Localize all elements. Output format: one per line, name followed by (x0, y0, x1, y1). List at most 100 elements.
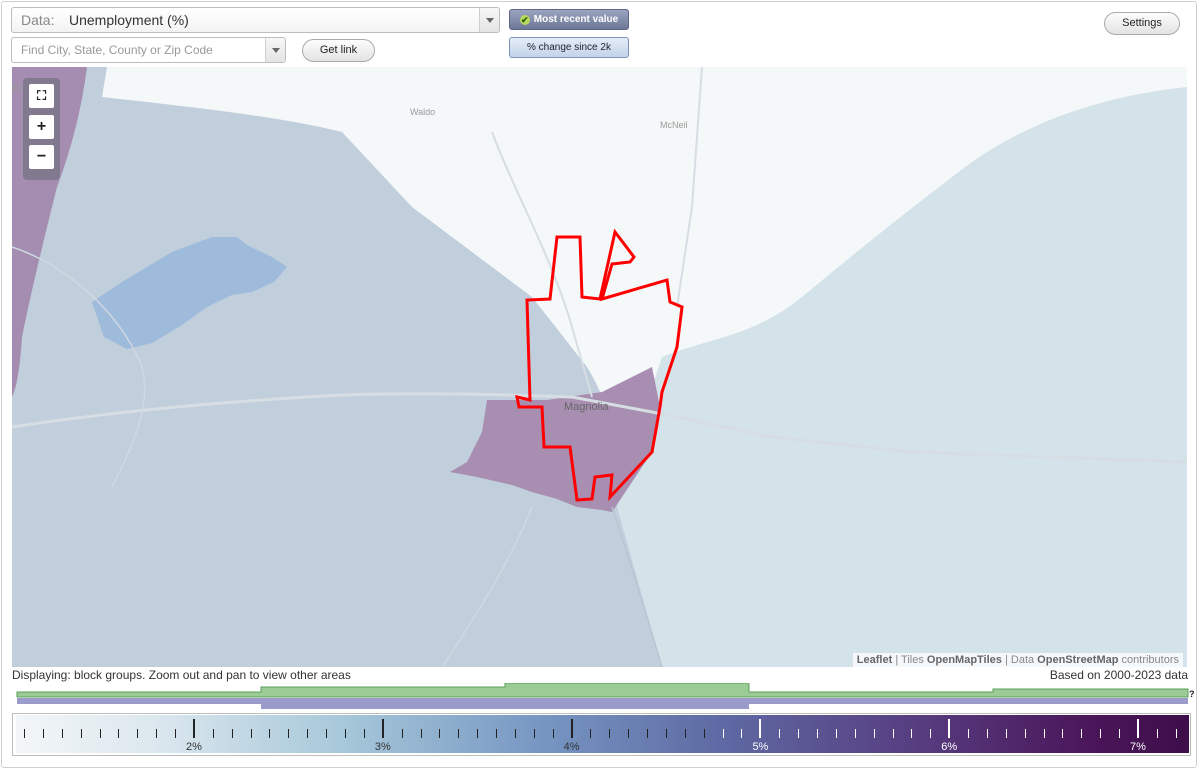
legend-label: 5% (752, 741, 769, 753)
legend-minor-tick (665, 729, 667, 738)
displaying-note: Displaying: block groups. Zoom out and p… (12, 668, 351, 682)
legend-minor-tick (1005, 729, 1007, 738)
percent-change-toggle[interactable]: % change since 2k (509, 37, 629, 58)
road-south (441, 506, 533, 667)
legend-minor-tick (1175, 729, 1177, 738)
zoom-control: ⛶ + − (23, 78, 60, 180)
check-icon: ✔ (519, 15, 530, 25)
color-legend: 2% 3% 4% 5% 6% 7% (12, 713, 1191, 756)
map-canvas (12, 67, 1187, 667)
help-link[interactable]: ? (1189, 689, 1195, 699)
legend-minor-tick (1062, 729, 1064, 738)
region-west (12, 67, 662, 667)
most-recent-value-toggle[interactable]: ✔ Most recent value (509, 9, 629, 30)
legend-major-tick (948, 719, 951, 738)
legend-minor-tick (514, 729, 516, 738)
histogram-range-bar-highlight (261, 698, 749, 709)
legend-minor-tick (703, 729, 705, 738)
legend-minor-tick (590, 729, 592, 738)
road-southeast (611, 506, 663, 667)
legend-minor-tick (137, 729, 139, 738)
legend-minor-tick (835, 729, 837, 738)
legend-minor-tick (1024, 729, 1026, 738)
road-north (491, 131, 593, 398)
legend-minor-tick (99, 729, 101, 738)
legend-minor-tick (250, 729, 252, 738)
chevron-down-icon[interactable] (479, 8, 499, 32)
attribution-contributors: contributors (1118, 654, 1179, 666)
attribution-leaflet-link[interactable]: Leaflet (856, 654, 893, 666)
legend-minor-tick (684, 729, 686, 738)
chevron-down-icon[interactable] (265, 38, 285, 62)
legend-minor-tick (647, 729, 648, 738)
legend-minor-tick (477, 729, 479, 738)
legend-minor-tick (401, 729, 403, 738)
road-west (12, 246, 146, 488)
road-northeast (676, 67, 703, 308)
legend-minor-tick (175, 729, 176, 738)
legend-label: 2% (186, 741, 202, 753)
legend-minor-tick (363, 729, 365, 738)
attribution-data-prefix: | Data (1001, 654, 1038, 666)
legend-label: 7% (1130, 741, 1146, 753)
highway (12, 392, 1187, 464)
most-recent-value-label: Most recent value (533, 14, 619, 25)
legend-minor-tick (930, 729, 932, 738)
legend-label: 3% (374, 741, 391, 753)
legend-minor-tick (231, 729, 233, 738)
legend-minor-tick (854, 729, 856, 738)
legend-minor-tick (722, 729, 724, 738)
data-selector-value: Unemployment (%) (69, 12, 189, 28)
selected-area-outline (515, 228, 684, 502)
legend-minor-tick (1100, 729, 1102, 738)
legend-minor-tick (911, 729, 913, 738)
data-selector[interactable]: Data: Unemployment (%) (11, 7, 500, 33)
legend-minor-tick (552, 729, 554, 738)
legend-minor-tick (24, 729, 25, 738)
legend-minor-tick (212, 729, 214, 738)
zoom-in-button[interactable]: + (29, 115, 54, 139)
fullscreen-icon[interactable]: ⛶ (29, 84, 54, 108)
legend-minor-tick (873, 729, 875, 738)
zoom-out-button[interactable]: − (29, 145, 54, 169)
legend-minor-tick (458, 729, 460, 738)
place-label-waldo: Waldo (410, 107, 436, 117)
data-selector-prefix: Data: (21, 12, 55, 28)
location-search-input[interactable] (12, 38, 262, 62)
get-link-button[interactable]: Get link (302, 39, 375, 62)
legend-major-tick (759, 719, 762, 738)
legend-major-tick (1137, 719, 1139, 738)
attribution-osm-link[interactable]: OpenStreetMap (1037, 654, 1119, 666)
legend-minor-tick (326, 729, 328, 738)
legend-minor-tick (269, 729, 271, 738)
legend-minor-tick (345, 729, 346, 738)
legend-label: 6% (941, 741, 958, 753)
legend-minor-tick (779, 729, 781, 738)
place-label-edge: dkna (12, 83, 30, 92)
settings-button[interactable]: Settings (1104, 12, 1180, 35)
location-search[interactable] (11, 37, 286, 63)
region-east (612, 87, 1187, 667)
legend-minor-tick (817, 729, 818, 738)
legend-minor-tick (892, 729, 894, 738)
legend-minor-tick (986, 729, 988, 738)
legend-minor-tick (533, 729, 535, 738)
legend-minor-tick (1081, 729, 1083, 738)
legend-minor-tick (307, 729, 309, 738)
legend-minor-tick (628, 729, 630, 738)
legend-minor-tick (439, 729, 441, 738)
legend-minor-tick (1043, 729, 1045, 738)
legend-minor-tick (288, 729, 290, 738)
legend-minor-tick (496, 729, 497, 738)
distribution-histogram (16, 683, 1189, 709)
map-view[interactable]: Waldo McNeil Magnolia dkna ⛶ + − Leaflet… (12, 67, 1187, 667)
legend-minor-tick (42, 729, 44, 738)
attribution-tiles-link[interactable]: OpenMapTiles (926, 654, 1002, 666)
legend-minor-tick (80, 729, 82, 738)
legend-minor-tick (118, 729, 120, 738)
place-label-magnolia: Magnolia (564, 401, 609, 413)
legend-minor-tick (1119, 729, 1120, 738)
legend-major-tick (193, 719, 195, 738)
legend-minor-tick (420, 729, 422, 738)
